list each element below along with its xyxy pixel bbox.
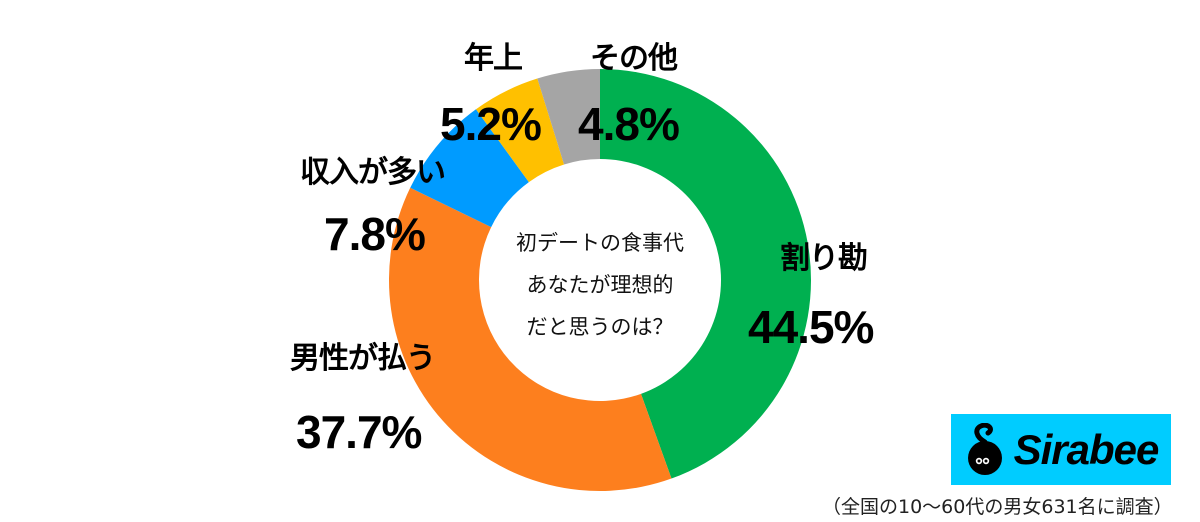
sirabee-mascot-icon — [967, 422, 1002, 475]
label-older-name: 年上 — [464, 41, 523, 76]
donut-slice — [389, 187, 672, 492]
donut-slice — [600, 69, 812, 479]
label-male-pays-name: 男性が払う — [290, 341, 436, 376]
donut-slice — [410, 109, 529, 228]
label-higher-income-name: 収入が多い — [300, 155, 446, 190]
sirabee-logo: Sirabee — [951, 414, 1171, 485]
label-other-name: その他 — [590, 41, 678, 76]
donut-slice — [537, 69, 600, 165]
label-male-pays-pct: 37.7% — [296, 406, 422, 458]
survey-footnote: （全国の10〜60代の男女631名に調査） — [822, 496, 1173, 518]
logo-text: Sirabee — [1013, 425, 1160, 473]
center-line-1: 初デートの食事代 — [516, 231, 684, 255]
label-older-pct: 5.2% — [440, 98, 542, 150]
chart-center-title: 初デートの食事代 あなたが理想的 だと思うのは？ — [480, 222, 720, 348]
center-line-3: だと思うのは？ — [526, 315, 674, 339]
label-other-pct: 4.8% — [578, 98, 680, 150]
center-line-2: あなたが理想的 — [526, 273, 674, 297]
label-warikan-pct: 44.5% — [748, 301, 874, 353]
label-higher-income-pct: 7.8% — [324, 208, 426, 260]
label-warikan-name: 割り勘 — [780, 241, 868, 276]
donut-slice — [475, 78, 565, 183]
